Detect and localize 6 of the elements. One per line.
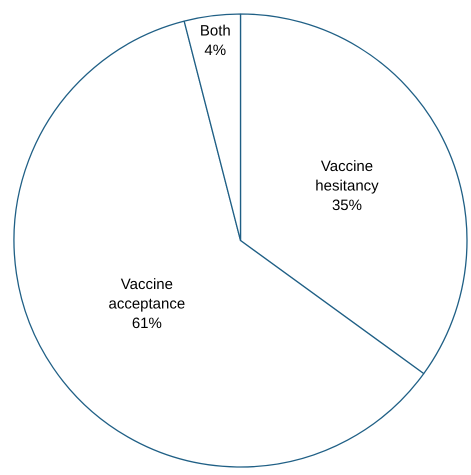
slice-label: Vaccine acceptance <box>108 276 186 313</box>
data-label: 61% <box>132 315 162 332</box>
slice-label: Vaccine hesitancy <box>315 158 380 195</box>
slice-label: Both <box>200 22 231 40</box>
data-label: 35% <box>332 197 362 214</box>
data-label: 4% <box>204 42 226 60</box>
